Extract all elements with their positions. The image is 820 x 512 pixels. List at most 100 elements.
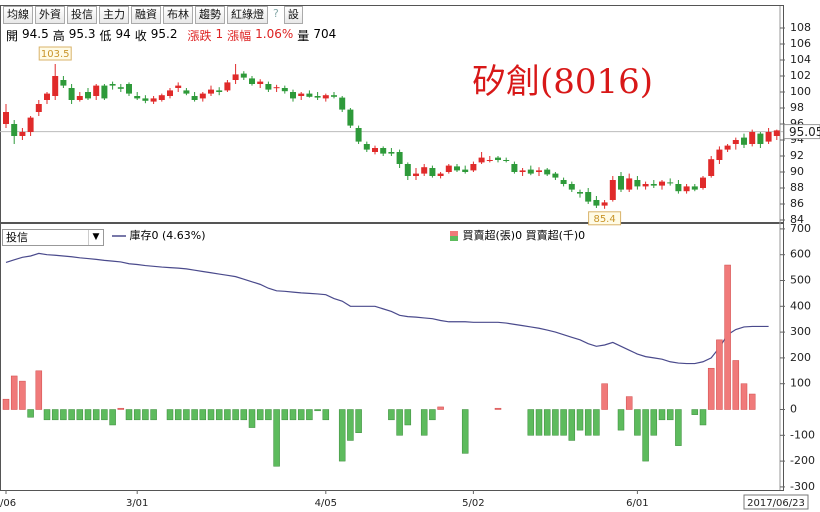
last-price-label: 95.05 [789, 125, 820, 139]
y-tick-label: 600 [790, 248, 811, 261]
toolbar-button[interactable]: 設 [283, 6, 303, 24]
indicator-dropdown[interactable]: 投信 ▼ [2, 229, 104, 246]
y-tick-label: 100 [790, 85, 811, 98]
y-tick-label: 88 [790, 181, 804, 194]
bar [625, 396, 633, 410]
bar [191, 409, 198, 421]
bar [724, 264, 731, 410]
label: 開 [6, 29, 19, 43]
candle-body [544, 169, 551, 175]
candle-body [380, 148, 387, 154]
bar [27, 409, 34, 418]
candle-body [618, 176, 624, 190]
y-tick-label: 100 [790, 377, 811, 390]
candle-body [76, 96, 83, 100]
value: 95.3 [68, 27, 96, 41]
toolbar-button[interactable]: 紅綠燈 [227, 6, 268, 24]
candle-body [290, 92, 296, 99]
candle-body [158, 95, 165, 100]
bar [35, 370, 43, 410]
label: 漲幅 [227, 29, 252, 43]
candle-body [216, 90, 223, 92]
candle-body [281, 88, 288, 92]
x-tick-label: 2017/06/23 [747, 498, 805, 509]
candle-body [634, 180, 641, 187]
candle-body [601, 202, 608, 206]
candle-body [142, 98, 149, 101]
legend-item: 庫存0 (4.63%) [112, 227, 206, 243]
last-price-box [783, 124, 820, 140]
bar [322, 409, 330, 421]
candle-body [208, 89, 214, 94]
candle-body [363, 144, 370, 150]
bar [224, 409, 231, 421]
bar [150, 409, 157, 421]
bar [461, 409, 469, 454]
bar [716, 339, 723, 410]
candle-body [503, 160, 510, 161]
bar [183, 409, 190, 421]
y-tick-label: 86 [790, 197, 804, 210]
toolbar-button[interactable]: 主力 [99, 6, 129, 24]
candle-body [19, 132, 26, 136]
bar [338, 409, 346, 462]
bar [60, 409, 67, 421]
price-panel [0, 5, 784, 223]
dropdown-arrow[interactable]: ▼ [88, 230, 103, 245]
bar [634, 409, 641, 436]
candle-body [249, 78, 255, 84]
bar [404, 409, 412, 426]
toolbar-button[interactable]: ? [273, 7, 279, 20]
candle-body [724, 145, 731, 150]
toolbar-button[interactable]: 布林 [163, 6, 193, 24]
bar [732, 360, 740, 410]
candle-body [35, 104, 42, 112]
candle-body [175, 85, 182, 88]
label: 高 [52, 29, 65, 43]
candle-body [560, 180, 567, 184]
toolbar-button[interactable]: 投信 [67, 6, 97, 24]
x-tick-label: 6/01 [626, 498, 648, 509]
candle-body [593, 200, 600, 206]
candle-body [757, 133, 764, 144]
legend-item: 買賣超(張)0 買賣超(千)0 [450, 227, 585, 243]
candle-body [486, 160, 493, 161]
candle-body [609, 180, 616, 200]
candle-body [691, 186, 698, 190]
candle-body [265, 84, 272, 90]
y-tick-label: 92 [790, 149, 804, 162]
bar [617, 409, 625, 431]
value: 1.06% [255, 27, 294, 41]
bar [166, 409, 174, 421]
bar [10, 375, 18, 410]
candle-body [150, 98, 157, 102]
candle-body [519, 170, 526, 172]
legend-text: 買賣超(張)0 買賣超(千)0 [462, 229, 586, 242]
bar [650, 409, 658, 436]
bar [584, 409, 592, 436]
y-tick-label: -200 [790, 454, 815, 467]
candle-body [347, 109, 354, 126]
y-tick-label: 400 [790, 299, 811, 312]
dropdown-value: 投信 [6, 231, 28, 244]
toolbar-button[interactable]: 均線 [3, 6, 33, 24]
candle-body [232, 74, 239, 80]
indicator-panel [0, 223, 784, 491]
candle-body [240, 73, 247, 78]
toolbar-button[interactable]: 趨勢 [195, 6, 225, 24]
bar [568, 409, 576, 441]
value: 95.2 [150, 27, 178, 41]
bar [215, 409, 223, 421]
candle-body [527, 169, 534, 174]
toolbar-button[interactable]: 融資 [131, 6, 161, 24]
bar [84, 409, 92, 421]
candle-body [552, 173, 559, 178]
bar [388, 409, 395, 421]
candle-body [700, 177, 706, 188]
toolbar-button[interactable]: 外資 [35, 6, 65, 24]
candle-body [765, 132, 772, 142]
value: 94.5 [22, 27, 49, 41]
bar [265, 409, 272, 421]
y-tick-label: 0 [790, 403, 797, 416]
